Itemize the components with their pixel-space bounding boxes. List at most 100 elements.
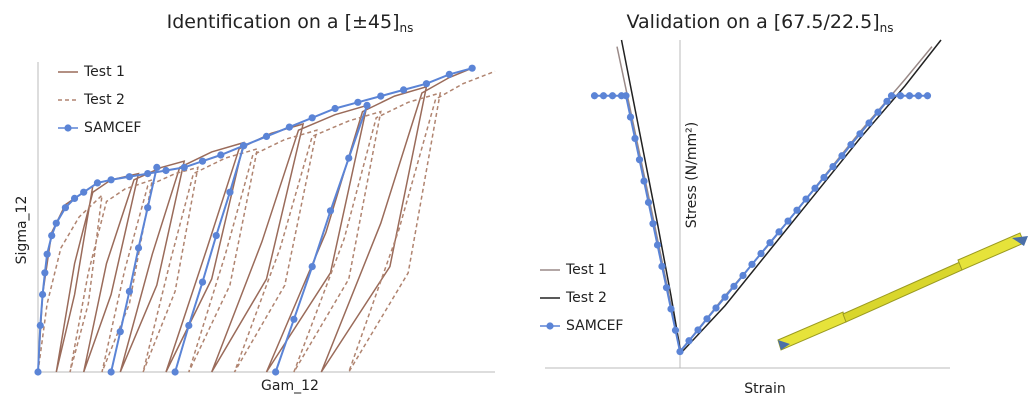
data-point (162, 167, 169, 174)
data-point (135, 244, 142, 251)
data-point (94, 179, 101, 186)
data-point (793, 207, 800, 214)
data-point (126, 173, 133, 180)
series-line (38, 68, 472, 372)
specimen-gauge (843, 262, 962, 322)
data-point (645, 199, 652, 206)
data-point (309, 114, 316, 121)
data-point (649, 220, 656, 227)
legend-label: Test 1 (83, 64, 125, 80)
data-point (345, 155, 352, 162)
data-point (847, 141, 854, 148)
legend-marker (546, 322, 553, 329)
data-point (883, 98, 890, 105)
data-point (703, 315, 710, 322)
data-point (600, 92, 607, 99)
data-point (108, 368, 115, 375)
data-point (185, 322, 192, 329)
series-line (38, 71, 495, 372)
data-point (622, 92, 629, 99)
data-point (685, 337, 692, 344)
data-point (423, 80, 430, 87)
data-point (263, 133, 270, 140)
data-point (591, 92, 598, 99)
data-point (199, 279, 206, 286)
data-point (331, 105, 338, 112)
y-axis-label: Sigma_12 (14, 196, 30, 265)
legend-label: SAMCEF (84, 120, 141, 136)
series-line (38, 68, 472, 372)
data-point (739, 272, 746, 279)
data-point (672, 327, 679, 334)
data-point (784, 217, 791, 224)
data-point (865, 119, 872, 126)
data-point (694, 326, 701, 333)
data-point (676, 348, 683, 355)
data-point (41, 269, 48, 276)
data-point (363, 102, 370, 109)
data-point (856, 130, 863, 137)
title-subscript: ns (880, 21, 894, 35)
title-subscript: ns (400, 21, 414, 35)
legend-label: Test 1 (565, 262, 607, 278)
chart-title: Identification on a [±45]ns (167, 11, 414, 35)
data-point (48, 232, 55, 239)
data-point (144, 204, 151, 211)
chart: Validation on a [67.5/22.5]nsStrainStres… (540, 11, 950, 398)
data-point (631, 135, 638, 142)
data-point (213, 232, 220, 239)
data-point (838, 152, 845, 159)
data-point (748, 261, 755, 268)
y-axis-label: Stress (N/mm²) (684, 122, 700, 228)
data-point (126, 288, 133, 295)
title-text: Validation on a [67.5/22.5] (627, 11, 880, 33)
title-text: Identification on a [±45] (167, 11, 400, 33)
data-point (240, 142, 247, 149)
data-point (766, 239, 773, 246)
data-point (354, 99, 361, 106)
data-point (377, 93, 384, 100)
chart: Identification on a [±45]nsGam_12Sigma_1… (14, 11, 495, 395)
data-point (217, 151, 224, 158)
data-point (811, 185, 818, 192)
data-point (199, 158, 206, 165)
data-point (888, 92, 895, 99)
data-point (446, 71, 453, 78)
data-point (915, 92, 922, 99)
data-point (924, 92, 931, 99)
data-point (636, 156, 643, 163)
specimen-illustration (778, 233, 1028, 350)
series-line (617, 47, 932, 352)
data-point (829, 163, 836, 170)
data-point (144, 170, 151, 177)
data-point (469, 65, 476, 72)
data-point (327, 207, 334, 214)
data-point (181, 164, 188, 171)
legend-label: Test 2 (565, 290, 607, 306)
data-point (400, 86, 407, 93)
data-point (640, 177, 647, 184)
data-point (62, 204, 69, 211)
data-point (272, 368, 279, 375)
data-point (290, 316, 297, 323)
data-point (34, 368, 41, 375)
data-point (775, 228, 782, 235)
chart-title: Validation on a [67.5/22.5]ns (627, 11, 894, 35)
legend-label: Test 2 (83, 92, 125, 108)
series-line (595, 96, 928, 352)
data-point (897, 92, 904, 99)
data-point (730, 283, 737, 290)
data-point (172, 368, 179, 375)
data-point (667, 305, 674, 312)
data-point (153, 164, 160, 171)
data-point (39, 291, 46, 298)
data-point (117, 328, 124, 335)
data-point (44, 251, 51, 258)
data-point (658, 263, 665, 270)
data-point (80, 189, 87, 196)
data-point (37, 322, 44, 329)
legend-label: SAMCEF (566, 318, 623, 334)
data-point (609, 92, 616, 99)
data-point (712, 304, 719, 311)
data-point (802, 195, 809, 202)
